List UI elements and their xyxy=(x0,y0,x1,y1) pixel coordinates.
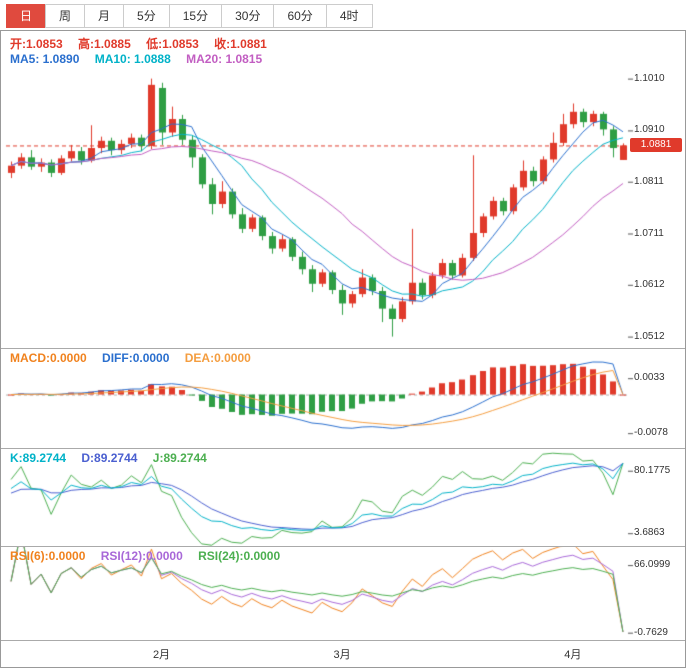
high-value: 高:1.0885 xyxy=(78,37,131,51)
main-chart-canvas[interactable] xyxy=(0,32,686,348)
ma-legend: MA5: 1.0890 MA10: 1.0888 MA20: 1.0815 xyxy=(10,52,274,66)
kdj-panel-canvas[interactable] xyxy=(0,448,686,546)
ma20-value: MA20: 1.0815 xyxy=(186,52,263,66)
tab-60min[interactable]: 60分 xyxy=(273,4,327,28)
ohlc-legend: 开:1.0853 高:1.0885 低:1.0853 收:1.0881 xyxy=(10,35,279,52)
tab-5min[interactable]: 5分 xyxy=(123,4,170,28)
tab-month[interactable]: 月 xyxy=(84,4,125,28)
ma5-value: MA5: 1.0890 xyxy=(10,52,80,66)
close-value: 收:1.0881 xyxy=(214,37,267,51)
rsi-panel-canvas[interactable] xyxy=(0,546,686,640)
panel-divider xyxy=(1,640,685,641)
ma10-value: MA10: 1.0888 xyxy=(94,52,171,66)
open-value: 开:1.0853 xyxy=(10,37,63,51)
x-tick-label: 2月 xyxy=(152,649,171,661)
panel-divider xyxy=(1,348,685,349)
panel-divider xyxy=(1,546,685,547)
macd-panel-canvas[interactable] xyxy=(0,348,686,448)
d-value: D:89.2744 xyxy=(81,451,138,465)
rsi12-value: RSI(12):0.0000 xyxy=(100,549,183,563)
k-value: K:89.2744 xyxy=(10,451,67,465)
macd-value: MACD:0.0000 xyxy=(10,351,87,365)
j-value: J:89.2744 xyxy=(152,451,207,465)
low-value: 低:1.0853 xyxy=(146,37,199,51)
kdj-legend: K:89.2744 D:89.2744 J:89.2744 xyxy=(10,451,219,465)
rsi6-value: RSI(6):0.0000 xyxy=(10,549,86,563)
current-price-tag: 1.0881 xyxy=(630,138,682,153)
dea-value: DEA:0.0000 xyxy=(184,351,251,365)
rsi-legend: RSI(6):0.0000 RSI(12):0.0000 RSI(24):0.0… xyxy=(10,549,292,563)
tab-day[interactable]: 日 xyxy=(6,4,47,28)
panel-divider xyxy=(1,448,685,449)
x-tick-label: 3月 xyxy=(333,649,351,661)
diff-value: DIFF:0.0000 xyxy=(102,351,170,365)
tab-15min[interactable]: 15分 xyxy=(168,4,223,28)
timeframe-tabbar: 日 周 月 5分 15分 30分 60分 4时 xyxy=(6,4,373,28)
macd-legend: MACD:0.0000 DIFF:0.0000 DEA:0.0000 xyxy=(10,351,263,365)
rsi24-value: RSI(24):0.0000 xyxy=(198,549,281,563)
x-tick-label: 4月 xyxy=(564,649,582,661)
tab-week[interactable]: 周 xyxy=(45,4,86,28)
tab-30min[interactable]: 30分 xyxy=(221,4,275,28)
tab-4hour[interactable]: 4时 xyxy=(325,4,373,28)
